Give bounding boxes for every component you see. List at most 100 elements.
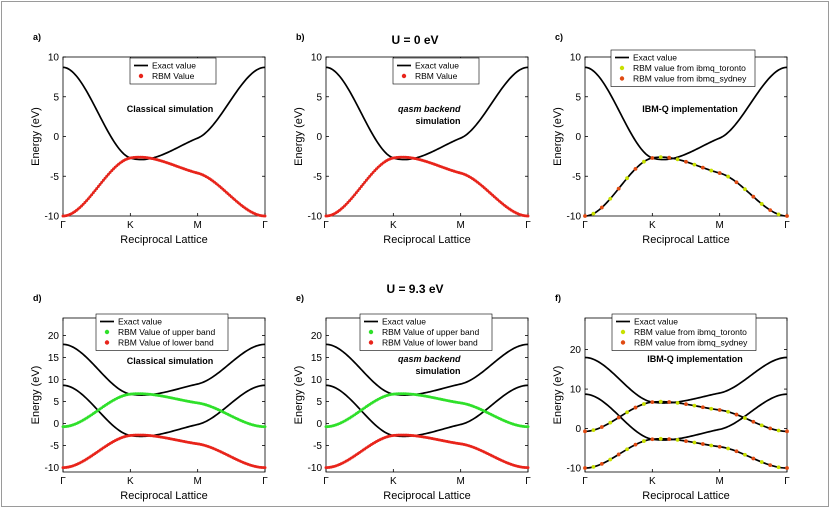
rbm-point <box>349 197 353 201</box>
toronto-point <box>675 438 680 442</box>
rbm-point <box>526 466 530 470</box>
sydney-point <box>785 429 789 434</box>
sydney-point <box>700 442 705 446</box>
y-tick-label: -10 <box>308 463 323 474</box>
legend-box <box>392 57 480 85</box>
panel-label: b) <box>296 32 305 42</box>
panel-annotation: Classical simulation <box>127 104 214 114</box>
sydney-point <box>751 194 756 199</box>
sydney-point <box>599 425 604 429</box>
exact-band-line <box>62 392 266 428</box>
sydney-point <box>616 452 621 457</box>
rbm-point <box>351 195 355 199</box>
exact-band-line <box>584 437 788 469</box>
exact-band-line <box>584 156 788 217</box>
toronto-point <box>642 159 646 164</box>
y-tick-label: 5 <box>575 92 581 103</box>
rbm-point <box>101 178 105 182</box>
y-tick-label: 10 <box>48 375 60 386</box>
y-tick-label: 10 <box>311 375 323 386</box>
y-axis-label: Energy (eV) <box>293 107 305 166</box>
x-tick-label: M <box>715 476 723 487</box>
rbm-point <box>108 170 112 174</box>
y-tick-label: 0 <box>53 419 59 430</box>
rbm-point <box>96 185 100 188</box>
x-tick-label: Γ <box>784 476 790 487</box>
rbm-point <box>346 201 350 204</box>
rbm-point <box>107 172 110 176</box>
exact-band-line <box>325 384 529 438</box>
panel-annotation: qasm backend <box>398 104 461 114</box>
toronto-point <box>726 409 730 414</box>
panel-label: e) <box>296 293 304 303</box>
toronto-point <box>658 436 663 441</box>
sydney-point <box>667 155 672 160</box>
legend-entry: RBM Value of lower band <box>382 338 478 348</box>
legend-entry: RBM Value <box>415 71 458 81</box>
toronto-point <box>608 457 613 462</box>
x-tick-label: Γ <box>525 476 531 487</box>
toronto-point <box>776 212 781 217</box>
rbm-point <box>103 176 107 180</box>
y-tick-label: -10 <box>567 464 582 475</box>
rbm-upper-point <box>263 425 267 429</box>
panel-annotation: simulation <box>415 116 460 126</box>
exact-band-line <box>325 392 529 428</box>
panel-annotation: IBM-Q implementation <box>642 104 738 114</box>
legend-marker-swatch <box>619 65 625 71</box>
toronto-point <box>776 428 781 433</box>
sydney-point <box>633 442 638 447</box>
y-tick-label: -5 <box>313 172 322 183</box>
panels: Γ K M Γ -10 -5 0 5 10 Reciprocal Lattice Energy (e… <box>30 32 790 502</box>
legend-entry: Exact value <box>152 61 196 71</box>
exact-band-line <box>584 393 788 441</box>
rbm-point <box>93 189 97 193</box>
toronto-point <box>608 196 613 201</box>
sydney-point <box>751 419 756 424</box>
x-tick-label: K <box>390 220 397 231</box>
rbm-point <box>368 174 372 178</box>
toronto-point <box>625 176 629 181</box>
panel-annotation: Classical simulation <box>127 356 214 366</box>
legend-marker-swatch <box>368 340 374 345</box>
x-tick-label: M <box>193 476 201 487</box>
toronto-point <box>692 162 697 167</box>
x-tick-label: Γ <box>582 220 588 231</box>
x-tick-label: Γ <box>784 220 790 231</box>
rbm-point <box>105 174 109 178</box>
title-u93: U = 9.3 eV <box>386 282 443 296</box>
toronto-point <box>709 443 714 448</box>
y-tick-label: -5 <box>50 172 59 183</box>
panel-annotation: qasm backend <box>398 354 461 364</box>
rbm-point <box>371 170 375 174</box>
legend-marker-swatch <box>620 340 626 345</box>
sydney-point <box>751 456 756 461</box>
legend-marker-swatch <box>104 340 110 345</box>
x-axis-label: Reciprocal Lattice <box>383 234 470 246</box>
y-axis-label: Energy (eV) <box>30 366 42 425</box>
x-tick-label: Γ <box>323 220 329 231</box>
legend-entry: Exact value <box>415 61 459 71</box>
sydney-point <box>667 437 672 441</box>
legend-entry: RBM Value of upper band <box>382 327 479 337</box>
toronto-point <box>743 187 747 192</box>
x-tick-label: M <box>715 220 723 231</box>
sydney-point <box>583 429 587 434</box>
x-tick-label: M <box>456 476 464 487</box>
legend-entry: RBM Value of lower band <box>118 338 214 348</box>
sydney-point <box>785 214 789 218</box>
toronto-point <box>675 401 680 405</box>
exact-band-line <box>325 156 529 217</box>
rbm-point <box>95 187 99 191</box>
y-tick-label: -5 <box>313 441 322 452</box>
y-tick-label: 15 <box>48 353 60 364</box>
rbm-point <box>353 193 357 197</box>
toronto-point <box>608 420 613 425</box>
y-tick-label: 0 <box>53 132 59 143</box>
legend-marker-swatch <box>620 329 626 335</box>
toronto-point <box>759 423 764 428</box>
sydney-point <box>700 165 705 170</box>
legend-entry: RBM value from ibmq_toronto <box>634 327 747 337</box>
y-tick-label: 10 <box>570 53 582 64</box>
